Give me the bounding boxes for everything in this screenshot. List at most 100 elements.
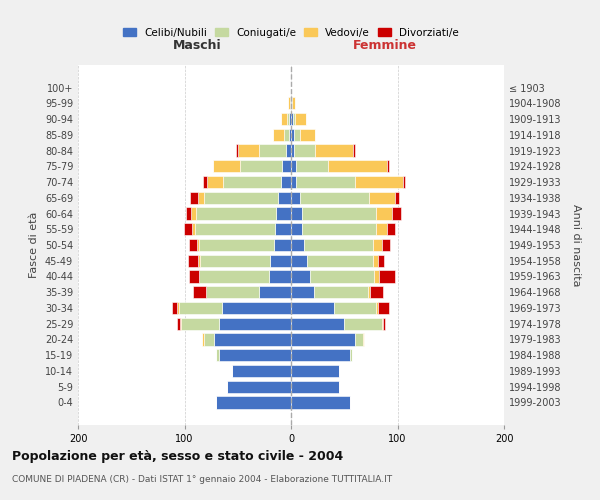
Bar bbox=[185, 208, 191, 220]
Bar bbox=[193, 286, 206, 298]
Bar bbox=[294, 128, 299, 141]
Bar bbox=[310, 270, 374, 282]
Bar bbox=[189, 270, 199, 282]
Bar bbox=[195, 223, 275, 235]
Bar bbox=[376, 223, 387, 235]
Bar bbox=[290, 97, 291, 110]
Bar bbox=[379, 254, 383, 267]
Bar bbox=[373, 239, 382, 251]
Bar bbox=[368, 286, 370, 298]
Bar bbox=[291, 270, 310, 282]
Bar bbox=[275, 223, 291, 235]
Bar bbox=[227, 380, 291, 393]
Bar bbox=[374, 270, 379, 282]
Bar bbox=[217, 396, 291, 408]
Bar bbox=[217, 349, 218, 362]
Bar bbox=[270, 254, 291, 267]
Bar bbox=[293, 113, 295, 125]
Bar bbox=[291, 239, 304, 251]
Bar bbox=[344, 318, 382, 330]
Bar bbox=[288, 97, 290, 110]
Bar bbox=[281, 176, 291, 188]
Bar bbox=[200, 254, 270, 267]
Bar bbox=[373, 254, 379, 267]
Bar bbox=[291, 334, 355, 345]
Bar bbox=[291, 113, 293, 125]
Bar bbox=[291, 223, 302, 235]
Bar bbox=[302, 208, 376, 220]
Bar bbox=[203, 192, 278, 204]
Bar bbox=[294, 144, 316, 156]
Bar bbox=[382, 239, 390, 251]
Bar bbox=[199, 270, 269, 282]
Bar bbox=[316, 144, 353, 156]
Bar bbox=[283, 160, 291, 172]
Bar bbox=[296, 160, 328, 172]
Bar bbox=[328, 160, 387, 172]
Bar bbox=[291, 318, 344, 330]
Bar bbox=[289, 128, 291, 141]
Bar bbox=[286, 144, 291, 156]
Bar bbox=[291, 349, 350, 362]
Bar bbox=[180, 318, 181, 330]
Bar bbox=[387, 223, 395, 235]
Bar bbox=[383, 318, 385, 330]
Bar bbox=[207, 176, 223, 188]
Bar bbox=[392, 208, 401, 220]
Bar bbox=[287, 113, 289, 125]
Bar bbox=[240, 160, 283, 172]
Bar bbox=[379, 270, 395, 282]
Bar bbox=[199, 254, 200, 267]
Bar bbox=[355, 176, 403, 188]
Bar bbox=[291, 286, 314, 298]
Bar bbox=[299, 128, 316, 141]
Bar bbox=[281, 113, 287, 125]
Bar bbox=[179, 302, 222, 314]
Bar bbox=[291, 380, 339, 393]
Bar bbox=[376, 208, 392, 220]
Bar bbox=[291, 396, 350, 408]
Bar bbox=[291, 192, 299, 204]
Bar bbox=[369, 192, 395, 204]
Bar bbox=[403, 176, 405, 188]
Bar bbox=[222, 302, 291, 314]
Bar bbox=[236, 144, 238, 156]
Bar bbox=[307, 254, 373, 267]
Y-axis label: Fasce di età: Fasce di età bbox=[29, 212, 39, 278]
Bar bbox=[291, 254, 307, 267]
Bar bbox=[299, 192, 369, 204]
Bar bbox=[291, 176, 296, 188]
Bar bbox=[302, 223, 376, 235]
Bar bbox=[172, 302, 177, 314]
Bar bbox=[292, 97, 295, 110]
Bar bbox=[223, 176, 281, 188]
Bar bbox=[387, 160, 389, 172]
Bar bbox=[296, 176, 355, 188]
Bar bbox=[291, 97, 292, 110]
Bar bbox=[379, 302, 389, 314]
Bar bbox=[259, 286, 291, 298]
Text: Maschi: Maschi bbox=[173, 40, 221, 52]
Bar bbox=[291, 365, 339, 377]
Bar bbox=[350, 349, 352, 362]
Bar bbox=[188, 254, 199, 267]
Bar bbox=[189, 239, 197, 251]
Text: Femmine: Femmine bbox=[353, 40, 417, 52]
Bar bbox=[214, 334, 291, 345]
Bar bbox=[181, 318, 218, 330]
Bar bbox=[203, 334, 214, 345]
Bar bbox=[238, 144, 259, 156]
Legend: Celibi/Nubili, Coniugati/e, Vedovi/e, Divorziati/e: Celibi/Nubili, Coniugati/e, Vedovi/e, Di… bbox=[119, 24, 463, 42]
Bar bbox=[196, 208, 276, 220]
Bar bbox=[382, 318, 383, 330]
Bar bbox=[199, 239, 274, 251]
Bar bbox=[291, 208, 302, 220]
Bar bbox=[370, 286, 383, 298]
Bar bbox=[276, 208, 291, 220]
Bar bbox=[218, 349, 291, 362]
Bar bbox=[334, 302, 376, 314]
Bar bbox=[191, 208, 196, 220]
Bar bbox=[376, 302, 379, 314]
Bar bbox=[353, 144, 355, 156]
Bar bbox=[274, 239, 291, 251]
